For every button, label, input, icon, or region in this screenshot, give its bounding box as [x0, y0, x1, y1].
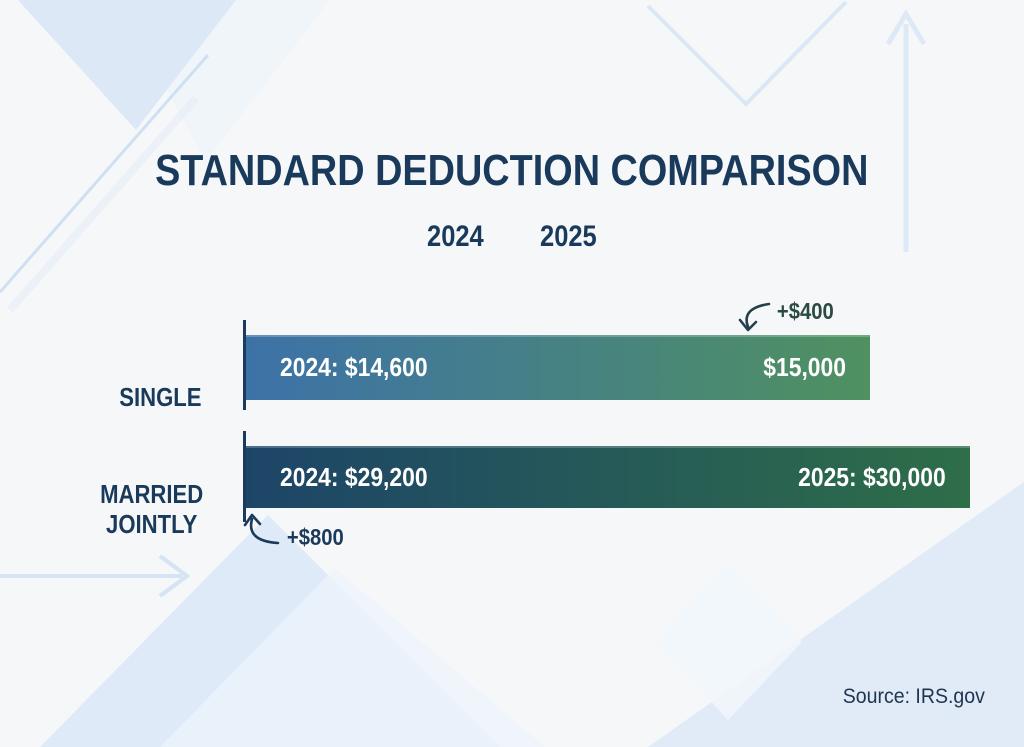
delta-annotation-married: +$800 — [286, 524, 344, 550]
diagonal-line-decoration — [0, 54, 210, 293]
year-legend: 2024 2025 — [0, 220, 1024, 254]
triangle-decoration-bottom-left-light — [160, 568, 545, 747]
axis-line-married-jointly — [243, 431, 246, 522]
bar-married-2025-value: 2025: $30,000 — [798, 461, 946, 492]
up-arrow-decoration — [885, 9, 927, 252]
diamond-decoration-bottom-right — [656, 560, 802, 720]
legend-year-2025: 2025 — [540, 220, 597, 253]
triangle-decoration-top-left — [18, 0, 236, 130]
category-label-married-jointly: MARRIED JOINTLY — [100, 479, 204, 539]
legend-year-2024: 2024 — [427, 220, 484, 253]
bar-single-2025-value: $15,000 — [763, 352, 846, 382]
page-title: STANDARD DEDUCTION COMPARISON — [0, 146, 1024, 196]
diagonal-band-decoration — [6, 95, 200, 313]
bar-single: 2024: $14,600 $15,000 — [246, 335, 870, 400]
bar-married-2024-value: 2024: $29,200 — [280, 461, 428, 492]
chevron-decoration-top — [646, 0, 848, 107]
bar-single-2024-value: 2024: $14,600 — [280, 352, 428, 382]
axis-line-single — [243, 320, 246, 410]
source-text: Source: IRS.gov — [842, 685, 985, 708]
category-label-single: SINGLE — [118, 382, 202, 412]
delta-annotation-single: +$400 — [776, 298, 834, 324]
right-arrow-decoration — [0, 554, 191, 598]
bar-married-jointly: 2024: $29,200 2025: $30,000 — [246, 446, 970, 508]
page-title-text: STANDARD DEDUCTION COMPARISON — [155, 146, 869, 195]
